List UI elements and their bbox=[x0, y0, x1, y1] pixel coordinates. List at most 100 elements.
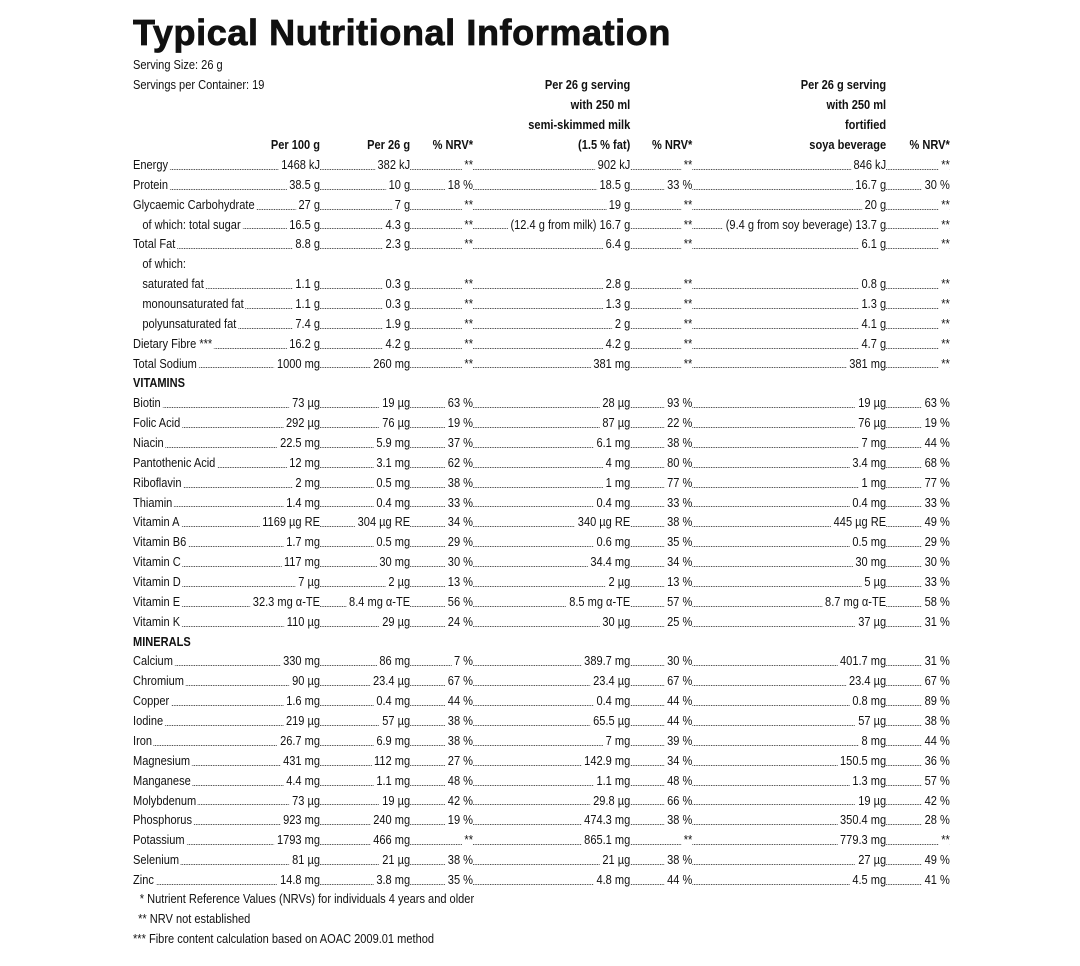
cell-value: ** bbox=[464, 157, 473, 172]
cell-value: 16.7 g bbox=[599, 216, 631, 232]
cell: 1.3 mg bbox=[849, 770, 887, 791]
cell: ** bbox=[461, 274, 473, 295]
cell: 14.8 mg bbox=[277, 869, 320, 890]
cell: 7 g bbox=[392, 194, 411, 215]
cell-value: ** bbox=[941, 276, 950, 292]
cell: 42 % bbox=[922, 790, 950, 811]
cell-value: 0.3 g bbox=[385, 296, 411, 312]
cell-value: 16.5 g bbox=[289, 216, 320, 232]
header-line: % NRV* bbox=[651, 137, 693, 152]
cell: 240 mg bbox=[370, 810, 411, 831]
dot-leader bbox=[133, 188, 950, 190]
header-line: Per 26 g serving bbox=[544, 77, 631, 92]
cell-value: 56 % bbox=[447, 593, 473, 609]
table-row: VITAMINS bbox=[133, 373, 950, 394]
cell-value: 4.4 mg bbox=[286, 772, 320, 788]
cell-value: 57 % bbox=[924, 772, 950, 788]
cell-value: ** bbox=[464, 236, 473, 252]
table-row: Phosphorus 923 mg 240 mg 19 % 474.3 mg 38 % 35… bbox=[133, 810, 950, 831]
cell-value: 1 mg bbox=[861, 474, 887, 490]
cell: 401.7 mg bbox=[837, 651, 887, 672]
cell-value: 29.8 µg bbox=[593, 792, 631, 808]
dot-leader bbox=[133, 407, 950, 409]
cell: ** bbox=[461, 234, 473, 255]
cell-value: 38 % bbox=[447, 713, 473, 729]
dot-leader bbox=[133, 486, 950, 488]
cell: 1.1 g bbox=[292, 274, 320, 295]
cell: 38 % bbox=[664, 810, 693, 831]
cell-value: 21 µg bbox=[602, 852, 631, 868]
row-label: Niacin bbox=[133, 433, 166, 453]
section-heading: MINERALS bbox=[133, 631, 193, 652]
cell-value: ** bbox=[941, 216, 950, 232]
cell-value: 2.3 g bbox=[385, 236, 411, 252]
cell-value: 16.7 g bbox=[855, 176, 887, 192]
cell-value: 27 g bbox=[298, 196, 320, 212]
cell-value: 44 % bbox=[924, 435, 950, 451]
cell: 34 % bbox=[664, 552, 693, 573]
cell-value: 330 mg bbox=[283, 653, 320, 669]
cell: 73 µg bbox=[289, 393, 320, 414]
cell-value: 1.4 mg bbox=[286, 494, 320, 510]
cell-value: ** bbox=[683, 276, 693, 292]
cell-value: 77 % bbox=[667, 474, 693, 490]
cell: 42 % bbox=[445, 790, 473, 811]
cell: ** bbox=[938, 234, 950, 255]
cell-value: 48 % bbox=[667, 772, 693, 788]
cell: ** bbox=[938, 274, 950, 295]
cell: ** bbox=[938, 333, 950, 354]
cell-value: 67 % bbox=[447, 673, 473, 689]
cell-value: 2 g bbox=[614, 315, 631, 331]
cell: 23.4 µg bbox=[590, 671, 631, 692]
cell: 5 µg bbox=[861, 572, 887, 592]
dot-leader bbox=[133, 566, 950, 568]
cell: 29.8 µg bbox=[590, 790, 631, 811]
cell-value: 3.8 mg bbox=[376, 871, 411, 887]
dot-leader bbox=[133, 367, 950, 369]
cell-value: 35 % bbox=[447, 871, 473, 887]
cell: 38 % bbox=[445, 730, 473, 751]
row-label: Glycaemic Carbohydrate bbox=[133, 194, 257, 215]
cell: 3.4 mg bbox=[849, 452, 887, 473]
cell: 90 µg bbox=[289, 671, 320, 692]
cell-value: 1.6 mg bbox=[286, 693, 320, 709]
table-row: Protein 38.5 g 10 g 18 % 18.5 g 33 % 16.7 g 30 … bbox=[133, 174, 950, 195]
cell-value: 34 % bbox=[447, 514, 473, 530]
cell: 340 µg RE bbox=[575, 512, 631, 533]
cell: 57 % bbox=[664, 591, 693, 612]
cell: 48 % bbox=[664, 770, 693, 791]
cell: ** bbox=[938, 194, 950, 215]
cell: 48 % bbox=[445, 770, 473, 791]
dot-leader bbox=[133, 506, 950, 508]
cell-value: 57 µg bbox=[382, 713, 411, 729]
cell: ** bbox=[681, 353, 693, 374]
cell: 4.3 g bbox=[382, 214, 411, 235]
cell: 7.4 g bbox=[292, 313, 320, 334]
cell: 474.3 mg bbox=[581, 810, 631, 831]
cell-value: 5.9 mg bbox=[376, 435, 411, 451]
cell-value: 779.3 mg bbox=[840, 832, 887, 848]
cell: 112 mg bbox=[371, 750, 411, 771]
cell-value: ** bbox=[464, 276, 473, 292]
cell-value: ** bbox=[683, 196, 693, 212]
cell-value: 10 g bbox=[388, 176, 411, 192]
cell: ** bbox=[938, 155, 950, 175]
cell-value: ** bbox=[683, 832, 693, 848]
header-line: Per 100 g bbox=[270, 137, 320, 152]
cell-value: 33 % bbox=[667, 494, 693, 510]
cell: 57 µg bbox=[855, 711, 887, 731]
row-label: Selenium bbox=[133, 850, 181, 870]
cell-value: 6.1 g bbox=[861, 236, 887, 252]
cell: 26.7 mg bbox=[277, 730, 320, 751]
cell-value: 0.5 mg bbox=[852, 534, 887, 550]
cell-value: 33 % bbox=[667, 176, 693, 192]
dot-leader bbox=[133, 705, 950, 707]
cell-value: 6.1 mg bbox=[596, 435, 631, 451]
cell: 44 % bbox=[664, 711, 693, 731]
row-label: Total Sodium bbox=[133, 353, 199, 374]
cell: 19 % bbox=[445, 413, 473, 434]
cell-value: 1.1 g bbox=[295, 276, 320, 292]
row-label: Calcium bbox=[133, 651, 175, 672]
cell: 33 % bbox=[664, 174, 693, 195]
cell-value: ** bbox=[464, 335, 473, 351]
